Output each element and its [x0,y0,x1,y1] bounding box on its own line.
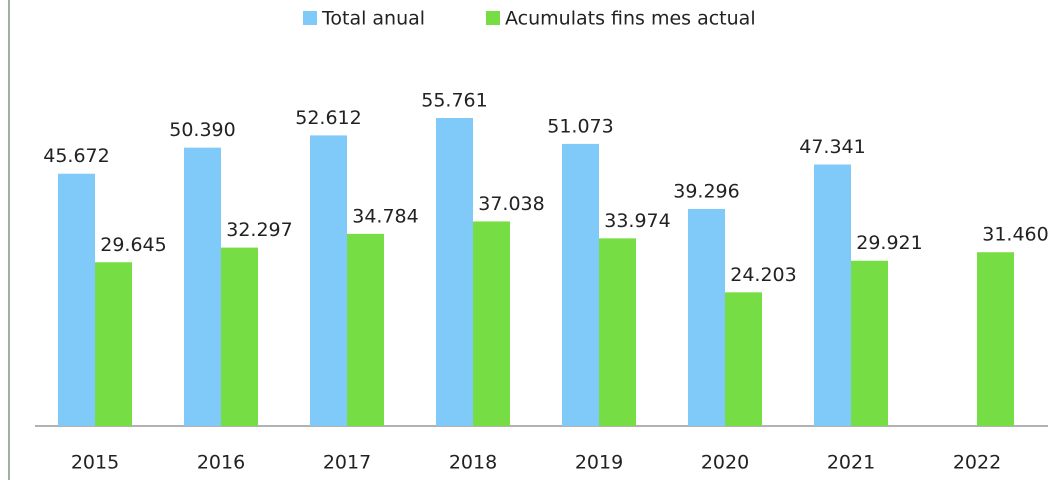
data-label: 29.921 [856,232,922,254]
x-tick-label: 2016 [197,452,245,474]
x-tick-label: 2020 [701,452,749,474]
data-label: 33.974 [604,210,670,232]
bar [95,262,132,426]
data-label: 45.672 [43,145,109,167]
data-label: 37.038 [478,193,544,215]
bar [347,233,384,426]
x-tick-label: 2022 [953,452,1001,474]
bar [977,252,1014,426]
bar [473,221,510,426]
legend-swatch [303,11,317,25]
bar [814,164,851,426]
bar [436,118,473,426]
bar [310,135,347,426]
data-label: 55.761 [421,90,487,112]
data-label: 31.460 [982,224,1048,246]
bar [599,238,636,426]
bar [221,247,258,426]
data-label: 47.341 [799,136,865,158]
x-tick-label: 2015 [71,452,119,474]
data-label: 24.203 [730,264,796,286]
bar [58,173,95,426]
data-label: 52.612 [295,107,361,129]
bar [562,143,599,426]
bar [688,208,725,426]
legend-label: Acumulats fins mes actual [505,8,756,30]
bar [851,260,888,426]
bar [725,292,762,426]
data-label: 32.297 [226,219,292,241]
bar [184,147,221,426]
x-tick-label: 2018 [449,452,497,474]
legend-label: Total anual [321,8,425,30]
x-tick-label: 2019 [575,452,623,474]
legend-swatch [486,11,500,25]
x-tick-label: 2021 [827,452,875,474]
data-label: 50.390 [169,119,235,141]
data-label: 34.784 [352,205,418,227]
data-label: 29.645 [100,234,166,256]
data-label: 39.296 [673,180,739,202]
data-label: 51.073 [547,115,613,137]
x-tick-label: 2017 [323,452,371,474]
